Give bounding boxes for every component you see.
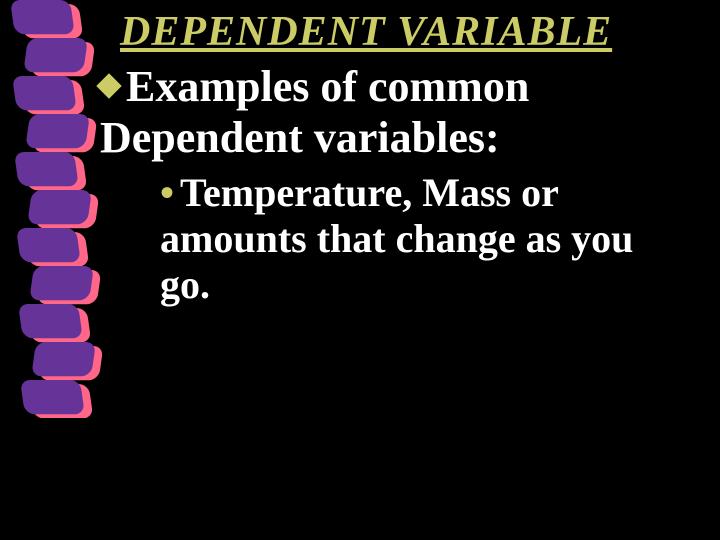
- diamond-bullet-icon: [96, 73, 121, 98]
- bullet-level2: •Temperature, Mass or amounts that chang…: [160, 170, 690, 308]
- bullet-level2-text: Temperature, Mass or amounts that change…: [160, 170, 633, 307]
- bullet-level1: Examples of common Dependent variables:: [100, 62, 690, 163]
- bullet-level1-text: Examples of common Dependent variables:: [100, 62, 529, 162]
- slide-title: DEPENDENT VARIABLE: [120, 8, 612, 56]
- dot-bullet-icon: •: [160, 173, 174, 213]
- slide: DEPENDENT VARIABLE Examples of common De…: [0, 0, 720, 540]
- spiral-decoration: [0, 0, 110, 418]
